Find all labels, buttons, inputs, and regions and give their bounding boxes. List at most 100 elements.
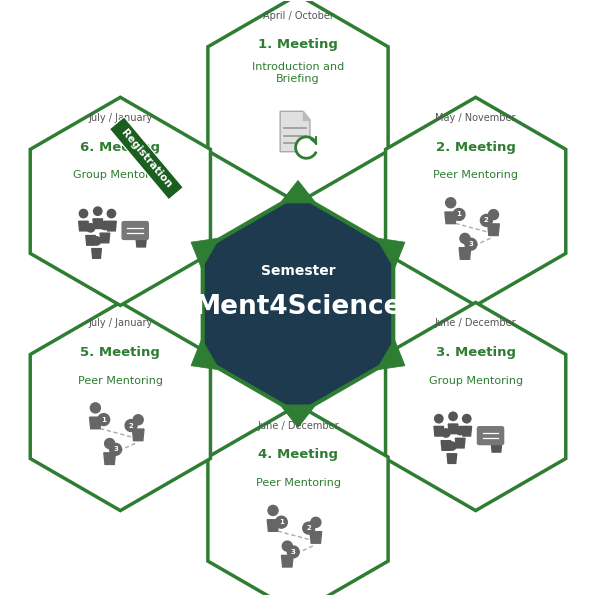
Circle shape xyxy=(136,223,146,232)
Circle shape xyxy=(98,414,110,426)
Circle shape xyxy=(296,137,317,159)
Text: Group Mentoring: Group Mentoring xyxy=(429,375,523,386)
Text: Peer Mentoring: Peer Mentoring xyxy=(256,478,340,488)
Circle shape xyxy=(448,442,456,450)
Polygon shape xyxy=(132,429,144,440)
Text: July / January: July / January xyxy=(88,113,153,123)
Polygon shape xyxy=(386,97,566,305)
Circle shape xyxy=(94,207,102,215)
Circle shape xyxy=(79,209,88,218)
Circle shape xyxy=(287,546,299,558)
Text: 1: 1 xyxy=(279,519,284,525)
Polygon shape xyxy=(136,236,147,247)
Polygon shape xyxy=(92,249,101,258)
Polygon shape xyxy=(100,233,110,243)
Polygon shape xyxy=(281,555,293,567)
Polygon shape xyxy=(86,235,95,245)
Text: 3: 3 xyxy=(113,446,118,452)
Polygon shape xyxy=(491,442,502,452)
Text: April / October: April / October xyxy=(263,11,333,20)
Polygon shape xyxy=(434,426,443,436)
Text: 6. Meeting: 6. Meeting xyxy=(80,141,160,154)
Polygon shape xyxy=(267,520,279,531)
Text: 2: 2 xyxy=(129,423,134,429)
Polygon shape xyxy=(280,405,316,427)
Polygon shape xyxy=(89,417,101,429)
Polygon shape xyxy=(93,219,103,228)
Circle shape xyxy=(480,215,492,226)
Polygon shape xyxy=(203,194,393,414)
Polygon shape xyxy=(191,238,219,269)
Text: Ment4Science: Ment4Science xyxy=(194,294,402,320)
Polygon shape xyxy=(377,339,405,370)
Polygon shape xyxy=(462,426,471,436)
Text: 3: 3 xyxy=(291,549,296,555)
Circle shape xyxy=(446,198,456,208)
Circle shape xyxy=(456,426,464,434)
Polygon shape xyxy=(280,111,310,152)
Circle shape xyxy=(86,224,95,232)
Polygon shape xyxy=(110,117,184,200)
Polygon shape xyxy=(303,111,310,120)
Circle shape xyxy=(275,516,287,528)
Circle shape xyxy=(311,517,321,527)
Polygon shape xyxy=(104,453,116,464)
Polygon shape xyxy=(191,339,219,370)
Text: Peer Mentoring: Peer Mentoring xyxy=(433,170,518,181)
Polygon shape xyxy=(208,405,388,596)
Text: 2: 2 xyxy=(484,218,489,224)
Circle shape xyxy=(492,428,501,437)
Text: Group Mentoring: Group Mentoring xyxy=(73,170,167,181)
Text: 5. Meeting: 5. Meeting xyxy=(80,346,160,359)
Circle shape xyxy=(449,412,457,421)
Circle shape xyxy=(92,237,101,245)
Circle shape xyxy=(460,234,470,243)
Polygon shape xyxy=(280,181,316,203)
Text: 4. Meeting: 4. Meeting xyxy=(258,448,338,461)
Polygon shape xyxy=(447,454,457,463)
Circle shape xyxy=(268,505,278,516)
Circle shape xyxy=(465,238,477,250)
Polygon shape xyxy=(30,302,210,511)
Text: June / December: June / December xyxy=(435,318,517,328)
Polygon shape xyxy=(441,440,451,451)
Text: Introduction and
Briefing: Introduction and Briefing xyxy=(252,61,344,84)
Circle shape xyxy=(110,443,122,455)
Circle shape xyxy=(434,415,443,423)
Text: 1: 1 xyxy=(101,417,106,423)
Circle shape xyxy=(462,415,471,423)
Text: June / December: June / December xyxy=(257,421,339,431)
Circle shape xyxy=(133,415,143,425)
Polygon shape xyxy=(448,424,458,434)
Text: 3. Meeting: 3. Meeting xyxy=(436,346,516,359)
Circle shape xyxy=(91,403,100,413)
Circle shape xyxy=(107,209,116,218)
Text: Registration: Registration xyxy=(119,127,173,190)
Polygon shape xyxy=(107,221,116,231)
Polygon shape xyxy=(386,302,566,511)
Text: 1: 1 xyxy=(457,212,461,218)
Circle shape xyxy=(453,209,465,221)
Polygon shape xyxy=(208,0,388,203)
Circle shape xyxy=(442,429,450,437)
Circle shape xyxy=(101,221,109,229)
Text: 3: 3 xyxy=(468,241,473,247)
Text: 1. Meeting: 1. Meeting xyxy=(258,38,338,51)
Polygon shape xyxy=(488,224,499,235)
Polygon shape xyxy=(455,438,465,448)
FancyBboxPatch shape xyxy=(477,427,504,445)
Polygon shape xyxy=(79,221,88,231)
Text: May / November: May / November xyxy=(436,113,516,123)
Text: Peer Mentoring: Peer Mentoring xyxy=(78,375,163,386)
Circle shape xyxy=(303,522,315,534)
Text: 2: 2 xyxy=(306,525,311,531)
Polygon shape xyxy=(377,238,405,269)
Text: July / January: July / January xyxy=(88,318,153,328)
FancyBboxPatch shape xyxy=(122,222,148,240)
Text: 2. Meeting: 2. Meeting xyxy=(436,141,516,154)
Circle shape xyxy=(489,210,498,220)
Polygon shape xyxy=(445,212,457,224)
Circle shape xyxy=(283,541,292,551)
Text: Semester: Semester xyxy=(260,264,336,278)
Circle shape xyxy=(105,439,114,449)
